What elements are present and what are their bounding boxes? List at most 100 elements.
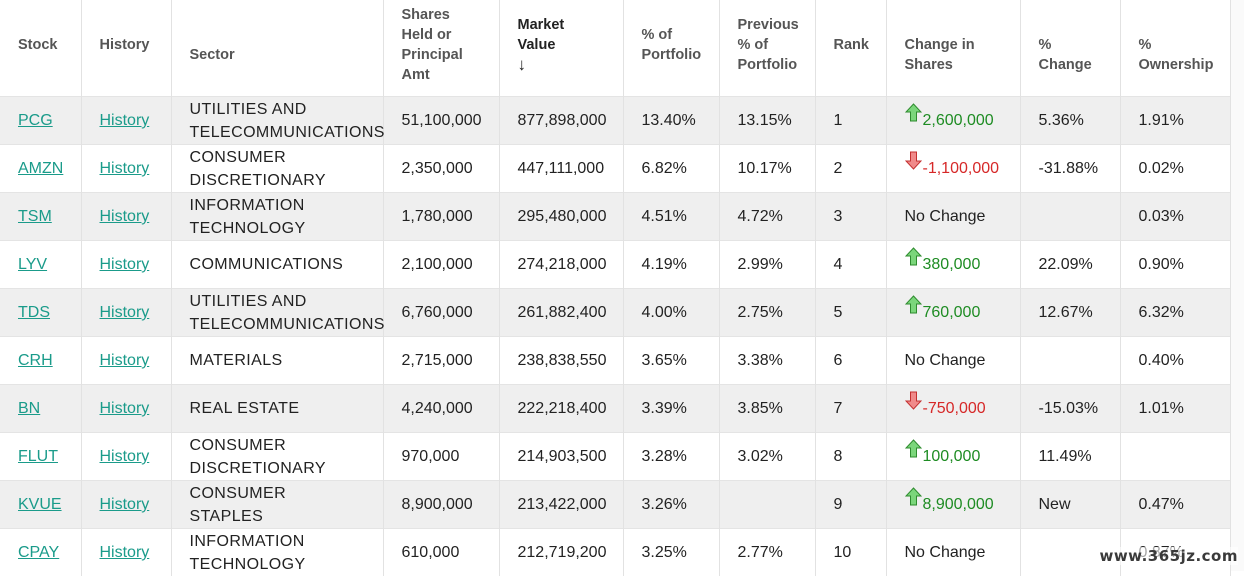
header-pct-ownership[interactable]: % Ownership — [1120, 0, 1230, 97]
cell-stock: KVUE — [0, 481, 81, 529]
header-shares-l4: Amt — [402, 67, 430, 83]
cell-prev-pct-portfolio: 2.99% — [719, 241, 815, 289]
cell-sector: CONSUMER DISCRETIONARY — [171, 433, 383, 481]
header-shares-held[interactable]: Shares Held or Principal Amt — [383, 0, 499, 97]
stock-ticker-link[interactable]: FLUT — [18, 448, 58, 465]
header-pct-l2: Portfolio — [642, 47, 702, 63]
cell-history: History — [81, 193, 171, 241]
header-history[interactable]: History — [81, 0, 171, 97]
header-own-l1: % — [1139, 37, 1152, 53]
stock-ticker-link[interactable]: BN — [18, 400, 40, 417]
stock-ticker-link[interactable]: TDS — [18, 304, 50, 321]
header-pct-portfolio[interactable]: % of Portfolio — [623, 0, 719, 97]
header-shares-l1: Shares — [402, 7, 450, 23]
cell-sector: UTILITIES AND TELECOMMUNICATIONS — [171, 97, 383, 145]
cell-pct-ownership: 1.01% — [1120, 385, 1230, 433]
stock-ticker-link[interactable]: CRH — [18, 352, 53, 369]
arrow-up-icon — [905, 103, 922, 122]
cell-pct-portfolio: 3.65% — [623, 337, 719, 385]
header-prev-l2: % of — [738, 37, 769, 53]
cell-history: History — [81, 337, 171, 385]
change-shares-value: -750,000 — [923, 400, 986, 417]
header-pct-change[interactable]: % Change — [1020, 0, 1120, 97]
cell-change-in-shares: 760,000 — [886, 289, 1020, 337]
cell-shares-held: 1,780,000 — [383, 193, 499, 241]
cell-prev-pct-portfolio: 2.75% — [719, 289, 815, 337]
header-stock[interactable]: Stock — [0, 0, 81, 97]
header-rank[interactable]: Rank — [815, 0, 886, 97]
stock-ticker-link[interactable]: AMZN — [18, 160, 63, 177]
cell-prev-pct-portfolio: 10.17% — [719, 145, 815, 193]
cell-rank: 3 — [815, 193, 886, 241]
change-shares-value: No Change — [905, 208, 986, 225]
stock-ticker-link[interactable]: KVUE — [18, 496, 62, 513]
header-chg-l1: Change in — [905, 37, 975, 53]
cell-prev-pct-portfolio: 4.72% — [719, 193, 815, 241]
header-change-in-shares[interactable]: Change in Shares — [886, 0, 1020, 97]
cell-market-value: 261,882,400 — [499, 289, 623, 337]
header-market-value[interactable]: Market Value ↓ — [499, 0, 623, 97]
cell-pct-portfolio: 4.51% — [623, 193, 719, 241]
cell-market-value: 447,111,000 — [499, 145, 623, 193]
site-watermark: www.365jz.com — [1099, 547, 1238, 565]
cell-change-in-shares: No Change — [886, 193, 1020, 241]
arrow-up-icon — [905, 439, 922, 458]
cell-history: History — [81, 97, 171, 145]
stock-ticker-link[interactable]: LYV — [18, 256, 47, 273]
history-link[interactable]: History — [100, 304, 150, 321]
history-link[interactable]: History — [100, 496, 150, 513]
cell-history: History — [81, 481, 171, 529]
history-link[interactable]: History — [100, 400, 150, 417]
cell-rank: 10 — [815, 529, 886, 576]
change-shares-value: 8,900,000 — [923, 496, 994, 513]
stock-ticker-link[interactable]: TSM — [18, 208, 52, 225]
cell-pct-portfolio: 6.82% — [623, 145, 719, 193]
history-link[interactable]: History — [100, 544, 150, 561]
cell-change-in-shares: No Change — [886, 529, 1020, 576]
history-link[interactable]: History — [100, 352, 150, 369]
history-link[interactable]: History — [100, 448, 150, 465]
table-row: TDS History UTILITIES AND TELECOMMUNICATIO… — [0, 289, 1230, 337]
history-link[interactable]: History — [100, 208, 150, 225]
header-sector[interactable]: Sector — [171, 0, 383, 97]
cell-history: History — [81, 289, 171, 337]
stock-ticker-link[interactable]: PCG — [18, 112, 53, 129]
cell-rank: 9 — [815, 481, 886, 529]
history-link[interactable]: History — [100, 112, 150, 129]
cell-stock: AMZN — [0, 145, 81, 193]
cell-sector: COMMUNICATIONS — [171, 241, 383, 289]
cell-pct-portfolio: 4.00% — [623, 289, 719, 337]
cell-rank: 2 — [815, 145, 886, 193]
cell-market-value: 222,218,400 — [499, 385, 623, 433]
cell-prev-pct-portfolio: 3.02% — [719, 433, 815, 481]
cell-shares-held: 970,000 — [383, 433, 499, 481]
change-shares-value: No Change — [905, 544, 986, 561]
cell-prev-pct-portfolio: 2.77% — [719, 529, 815, 576]
arrow-up-icon — [905, 487, 922, 506]
cell-sector: UTILITIES AND TELECOMMUNICATIONS — [171, 289, 383, 337]
cell-prev-pct-portfolio: 3.85% — [719, 385, 815, 433]
cell-pct-portfolio: 3.28% — [623, 433, 719, 481]
cell-sector: INFORMATION TECHNOLOGY — [171, 193, 383, 241]
cell-sector: CONSUMER STAPLES — [171, 481, 383, 529]
scrollbar-track[interactable] — [1230, 0, 1244, 571]
cell-pct-ownership: 0.02% — [1120, 145, 1230, 193]
arrow-up-icon — [905, 247, 922, 266]
history-link[interactable]: History — [100, 160, 150, 177]
header-prev-pct-portfolio[interactable]: Previous % of Portfolio — [719, 0, 815, 97]
arrow-down-icon — [905, 151, 922, 170]
cell-rank: 7 — [815, 385, 886, 433]
history-link[interactable]: History — [100, 256, 150, 273]
cell-history: History — [81, 529, 171, 576]
cell-market-value: 214,903,500 — [499, 433, 623, 481]
header-row: Stock History Sector Shares Held or Prin… — [0, 0, 1230, 97]
stock-ticker-link[interactable]: CPAY — [18, 544, 59, 561]
change-shares-value: 100,000 — [923, 448, 981, 465]
cell-stock: BN — [0, 385, 81, 433]
cell-market-value: 238,838,550 — [499, 337, 623, 385]
cell-change-in-shares: 8,900,000 — [886, 481, 1020, 529]
